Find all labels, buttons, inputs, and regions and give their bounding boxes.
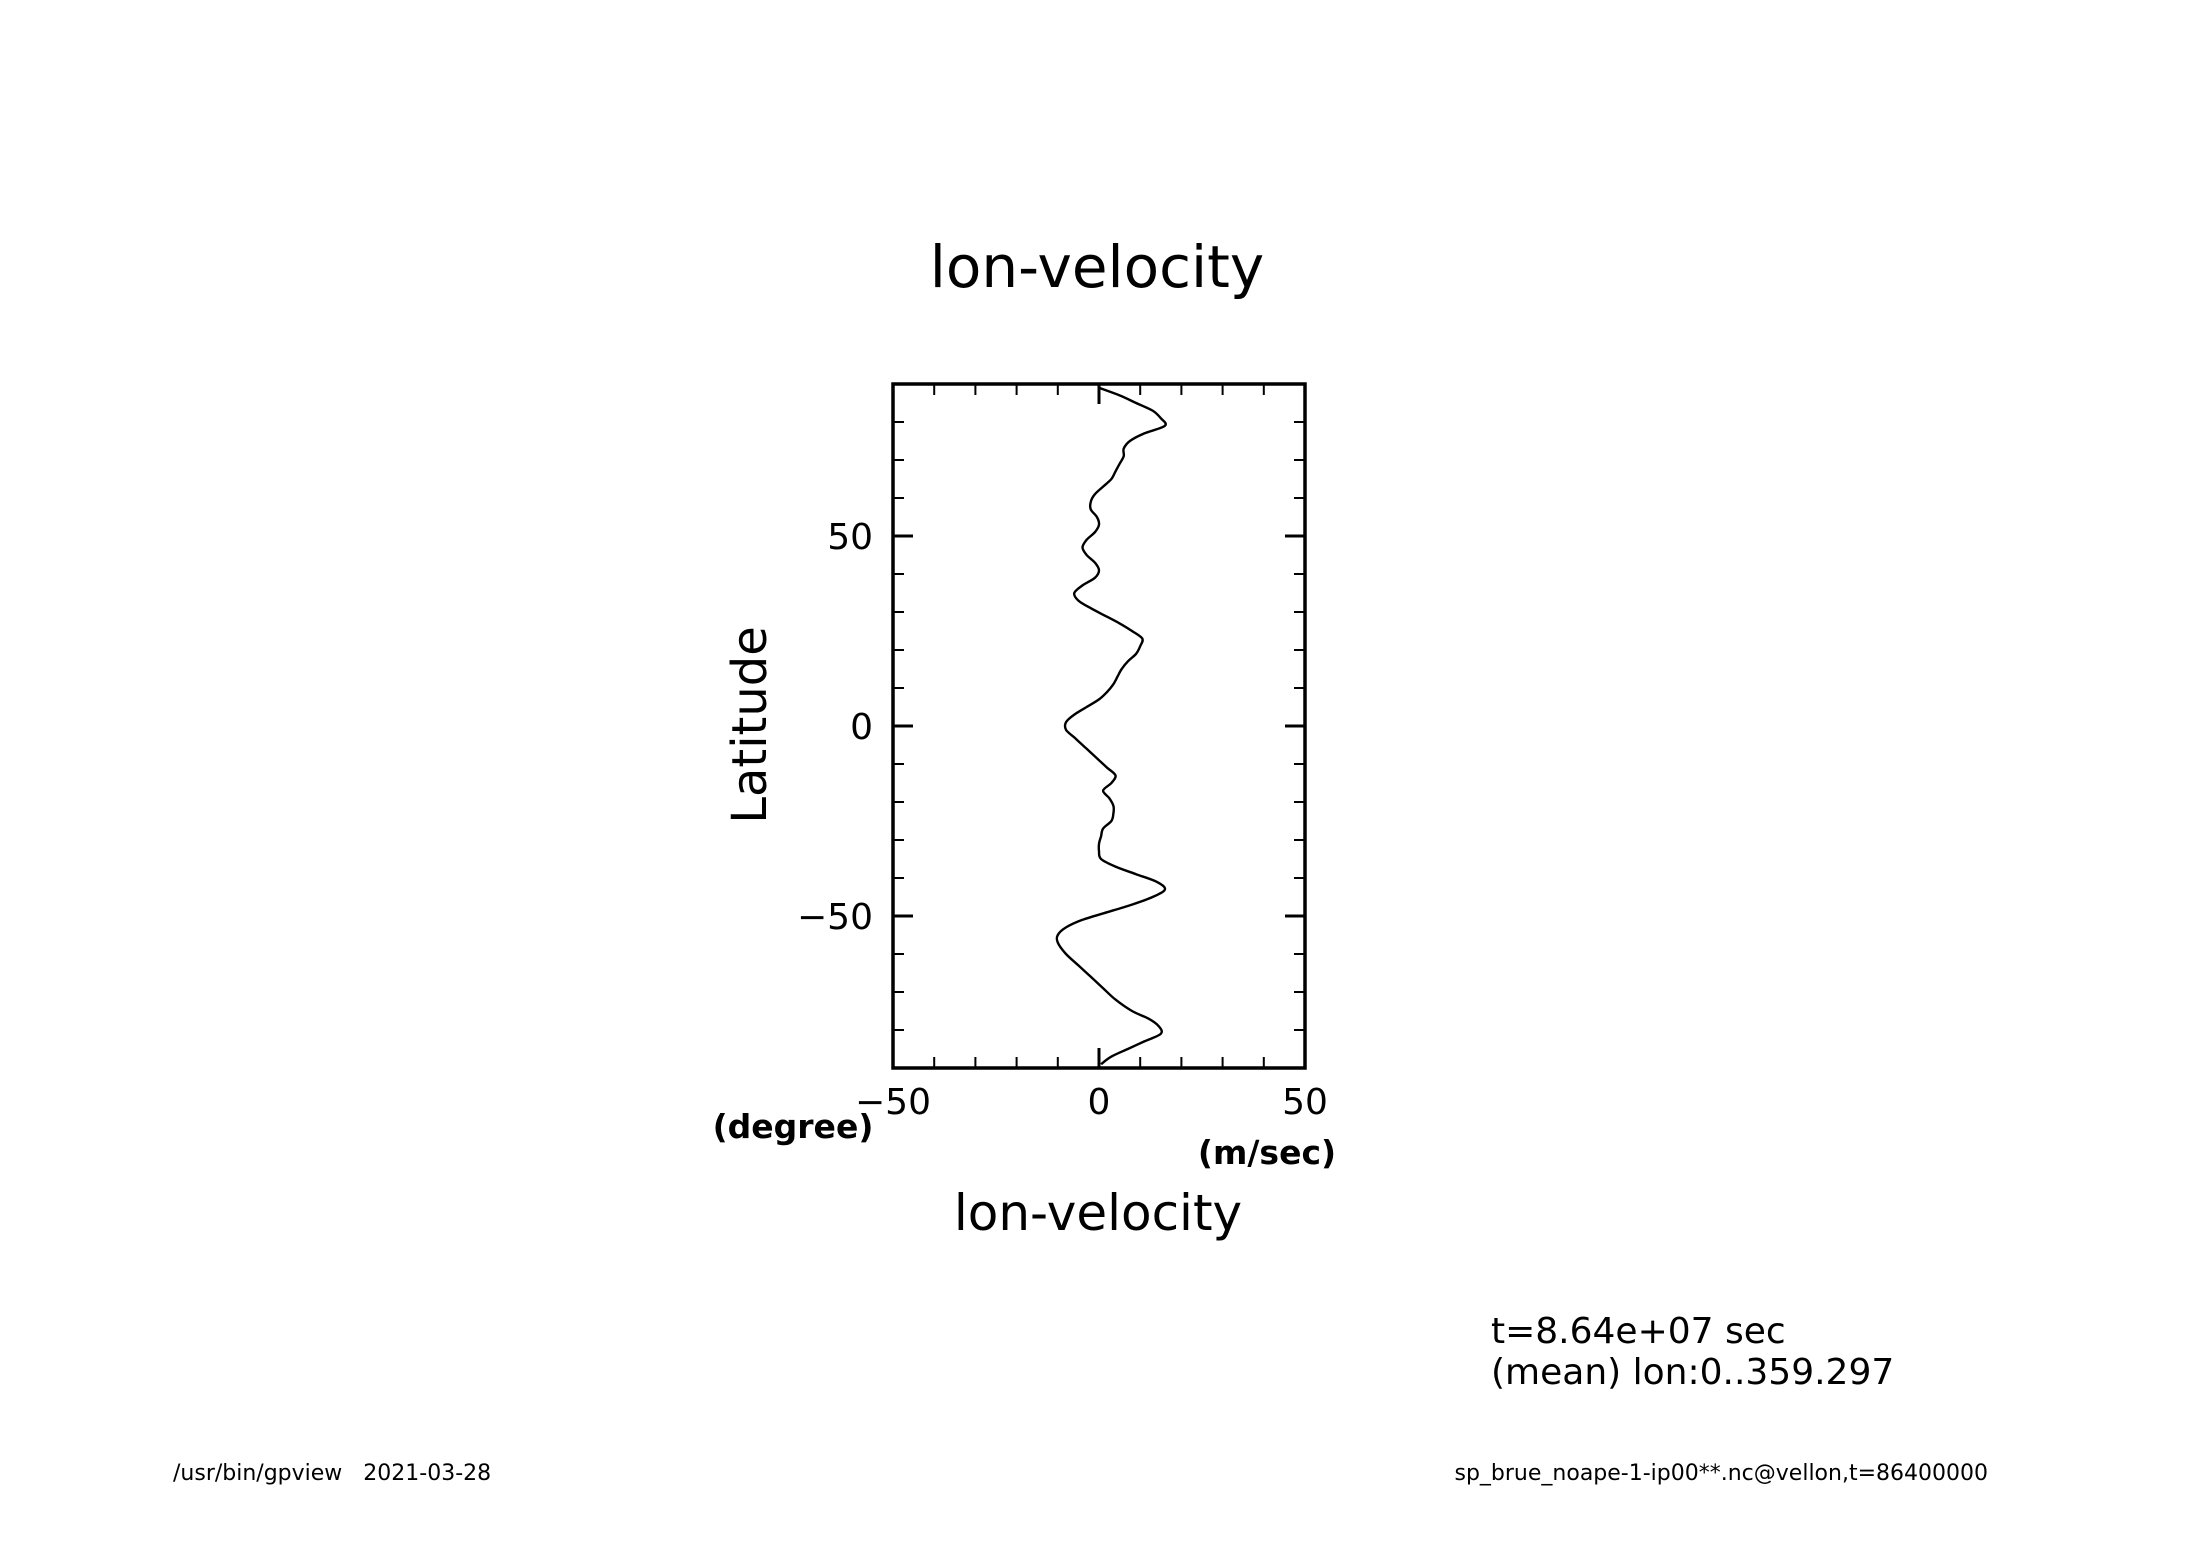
y-axis-units: (degree): [713, 1107, 874, 1146]
y-tick-label: 50: [827, 517, 873, 558]
x-tick-label: −50: [855, 1082, 931, 1123]
x-axis-label: lon-velocity: [954, 1184, 1242, 1242]
footer-right: sp_brue_noape-1-ip00**.nc@vellon,t=86400…: [1455, 1461, 1989, 1486]
series-line: [1055, 386, 1167, 1066]
x-tick-label: 50: [1282, 1082, 1328, 1123]
y-tick-label: −50: [797, 897, 873, 938]
y-tick-label: 0: [850, 707, 873, 748]
x-tick-label: 0: [1088, 1082, 1111, 1123]
axis-tick-labels: −50 0 50 −50 0 50: [797, 517, 1328, 1123]
y-axis-label: Latitude: [722, 626, 778, 824]
x-axis-units: (m/sec): [1198, 1133, 1336, 1172]
mean-annotation: (mean) lon:0..359.297: [1491, 1352, 1894, 1393]
plot-frame: [891, 382, 1307, 1070]
footer-left: /usr/bin/gpview 2021-03-28: [173, 1461, 491, 1486]
chart-title: lon-velocity: [930, 233, 1264, 301]
axis-ticks: [891, 383, 1307, 1069]
time-annotation: t=8.64e+07 sec: [1491, 1311, 1786, 1352]
